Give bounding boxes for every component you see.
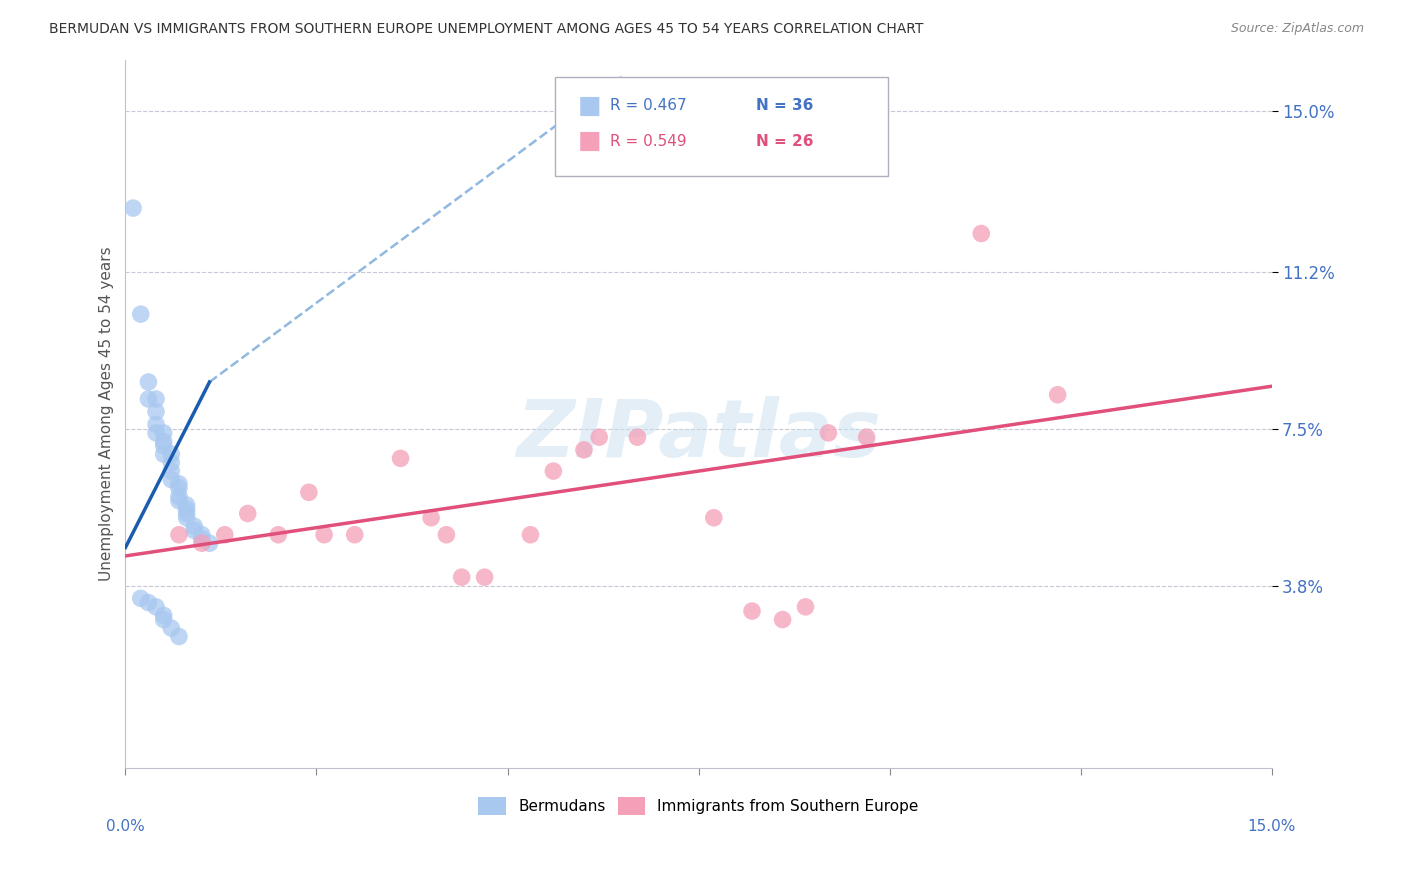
Point (176, 507, 198, 521)
Point (626, 430, 648, 444)
Point (519, 527, 541, 541)
Point (1046, 388, 1069, 402)
Point (794, 599, 817, 614)
Point (167, 527, 190, 541)
Point (145, 405, 167, 419)
Legend: Bermudans, Immigrants from Southern Europe: Bermudans, Immigrants from Southern Euro… (472, 790, 925, 821)
Text: ZIPatlas: ZIPatlas (516, 396, 882, 474)
Point (198, 536, 221, 550)
Point (389, 451, 412, 466)
Point (167, 493, 190, 508)
Point (572, 442, 595, 457)
Text: R = 0.549: R = 0.549 (610, 134, 688, 149)
Point (138, 392, 160, 406)
Point (152, 434, 174, 449)
FancyBboxPatch shape (555, 78, 887, 177)
Text: Source: ZipAtlas.com: Source: ZipAtlas.com (1230, 22, 1364, 36)
Point (160, 621, 183, 635)
Point (138, 596, 160, 610)
Point (152, 447, 174, 461)
Point (741, 604, 763, 618)
Point (267, 527, 290, 541)
Point (191, 536, 214, 550)
Y-axis label: Unemployment Among Ages 45 to 54 years: Unemployment Among Ages 45 to 54 years (100, 246, 114, 581)
Point (138, 375, 160, 389)
Point (236, 507, 259, 521)
Point (145, 425, 167, 440)
Point (152, 613, 174, 627)
Point (145, 392, 167, 406)
Point (176, 502, 198, 516)
Point (183, 524, 205, 538)
Text: 0.0%: 0.0% (105, 819, 145, 834)
Text: N = 26: N = 26 (756, 134, 813, 149)
Point (145, 417, 167, 432)
Point (176, 510, 198, 524)
Point (152, 439, 174, 453)
Text: BERMUDAN VS IMMIGRANTS FROM SOUTHERN EUROPE UNEMPLOYMENT AMONG AGES 45 TO 54 YEA: BERMUDAN VS IMMIGRANTS FROM SOUTHERN EUR… (49, 22, 924, 37)
Point (152, 608, 174, 623)
Point (183, 519, 205, 533)
Text: ■: ■ (578, 94, 602, 118)
Point (167, 630, 190, 644)
Point (191, 527, 214, 541)
Point (167, 476, 190, 491)
Point (129, 307, 152, 321)
Point (474, 570, 496, 584)
Point (970, 227, 993, 241)
Point (160, 456, 183, 470)
Text: R = 0.467: R = 0.467 (610, 98, 688, 113)
Point (167, 490, 190, 504)
Point (772, 613, 794, 627)
Point (152, 425, 174, 440)
Point (343, 527, 366, 541)
Point (160, 447, 183, 461)
Point (191, 532, 214, 546)
Point (298, 485, 321, 500)
Point (145, 599, 167, 614)
Point (122, 201, 145, 215)
Point (450, 570, 472, 584)
Point (214, 527, 236, 541)
Point (817, 425, 839, 440)
Point (434, 527, 457, 541)
Text: N = 36: N = 36 (756, 98, 813, 113)
Point (855, 430, 877, 444)
Point (420, 510, 443, 524)
Point (129, 591, 152, 606)
Point (176, 498, 198, 512)
Point (588, 430, 610, 444)
Point (160, 473, 183, 487)
Point (703, 510, 725, 524)
Text: ■: ■ (578, 129, 602, 153)
Text: 15.0%: 15.0% (1247, 819, 1296, 834)
Point (543, 464, 565, 478)
Point (160, 464, 183, 478)
Point (314, 527, 336, 541)
Point (167, 481, 190, 495)
